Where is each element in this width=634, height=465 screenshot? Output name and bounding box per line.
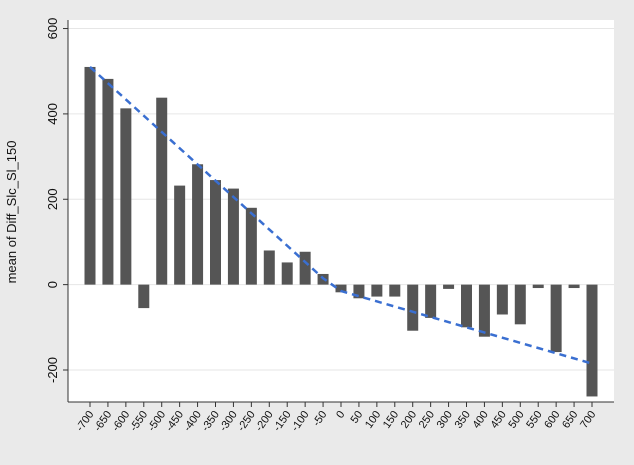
y-tick-label: 200 <box>45 188 60 210</box>
x-tick-label: 150 <box>381 409 401 431</box>
bar <box>281 262 293 285</box>
x-tick-label: 300 <box>435 409 455 431</box>
bar <box>407 284 419 331</box>
bar <box>192 164 204 285</box>
bar <box>389 284 401 297</box>
x-tick-label: 100 <box>363 409 383 431</box>
bar <box>174 185 186 285</box>
y-tick-label: -200 <box>45 357 60 383</box>
plot-area <box>68 20 614 402</box>
bar <box>425 284 437 318</box>
bar <box>299 251 311 285</box>
x-tick-label: 700 <box>578 409 598 431</box>
x-tick-label: 200 <box>399 409 419 431</box>
x-tick-label: 350 <box>453 409 473 431</box>
x-tick-label: -350 <box>199 409 221 434</box>
x-tick-label: -500 <box>146 409 168 434</box>
bar <box>84 66 96 285</box>
x-tick-label: 650 <box>560 409 580 431</box>
bar <box>156 97 168 285</box>
bar <box>353 284 365 299</box>
x-tick-label: 50 <box>349 409 366 426</box>
bar <box>210 180 221 285</box>
bar <box>371 284 383 297</box>
x-tick-label: 600 <box>542 409 562 431</box>
bar <box>263 250 275 285</box>
bar <box>514 284 526 325</box>
x-tick-label: -150 <box>271 409 293 434</box>
bar <box>461 284 472 328</box>
x-tick-label: -400 <box>182 409 204 434</box>
bar <box>443 284 455 289</box>
bar <box>496 284 508 315</box>
fit-line-group <box>89 66 593 365</box>
bar <box>102 78 114 285</box>
x-tick-label: 550 <box>524 409 544 431</box>
x-axis-ticks: -700-650-600-550-500-450-400-350-300-250… <box>74 402 598 434</box>
y-tick-label: 600 <box>45 18 60 40</box>
bar <box>245 207 257 285</box>
y-axis-label: mean of Diff_Slc_Sl_150 <box>4 141 19 284</box>
x-tick-label: -300 <box>217 409 239 434</box>
x-tick-label: 0 <box>334 409 347 421</box>
x-tick-label: 450 <box>488 409 508 431</box>
bar <box>568 284 580 289</box>
x-tick-label: 500 <box>506 409 526 431</box>
bar <box>227 188 239 285</box>
x-tick-label: 250 <box>417 409 437 431</box>
x-tick-label: -50 <box>311 409 330 429</box>
x-tick-label: -600 <box>110 409 132 434</box>
bars <box>84 66 598 397</box>
y-axis-ticks: -200 0 200 400 600 <box>45 18 68 383</box>
x-tick-label: -650 <box>92 409 114 434</box>
bar <box>120 108 132 285</box>
fit-line <box>89 66 593 365</box>
y-tick-label: 400 <box>45 103 60 125</box>
x-tick-label: -100 <box>289 409 311 434</box>
bar <box>550 284 562 353</box>
x-tick-label: -250 <box>235 409 257 434</box>
bar <box>335 284 347 293</box>
x-tick-label: -450 <box>164 409 186 434</box>
x-tick-label: -200 <box>253 409 275 434</box>
bar <box>478 284 490 337</box>
x-tick-label: 400 <box>471 409 491 431</box>
bar <box>138 284 150 309</box>
bar <box>586 284 598 397</box>
y-tick-label: 0 <box>45 281 60 288</box>
x-tick-label: -550 <box>128 409 150 434</box>
bar <box>532 284 544 289</box>
x-tick-label: -700 <box>74 409 96 434</box>
